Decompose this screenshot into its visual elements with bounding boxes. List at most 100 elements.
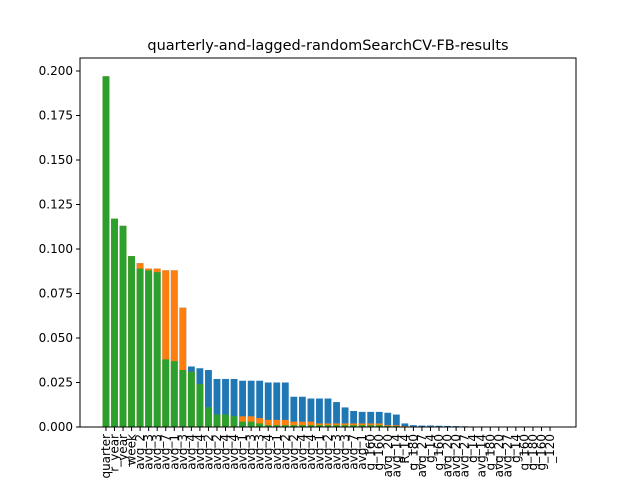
- x-tick-label: avg_2: [201, 434, 215, 470]
- x-tick-label: g_14: [509, 434, 523, 463]
- x-tick-label: avg_2: [278, 434, 292, 470]
- bar: [358, 425, 366, 427]
- bar: [128, 256, 135, 427]
- bar: [119, 225, 127, 427]
- x-tick-label: avg_4: [184, 434, 198, 470]
- bar: [358, 411, 366, 427]
- bar: [307, 425, 315, 427]
- bar: [205, 370, 212, 427]
- bar: [298, 396, 306, 427]
- bar: [264, 425, 272, 427]
- x-tick-label: g_14: [466, 434, 480, 463]
- x-tick-label: avg_3: [244, 434, 258, 470]
- x-tick-label: avg_4: [261, 434, 275, 470]
- y-tick-label: 0.050: [39, 331, 73, 345]
- x-tick-label: g_14: [423, 434, 437, 463]
- bar: [316, 398, 323, 427]
- x-tick-label: g_160: [517, 434, 531, 471]
- bar: [281, 382, 289, 427]
- x-tick-label: avg_3: [338, 434, 352, 470]
- x-tick-label: avg_4: [193, 434, 207, 470]
- x-tick-label: _year: [116, 434, 130, 468]
- bar: [256, 423, 264, 427]
- bar: [298, 421, 306, 427]
- bar: [290, 396, 298, 427]
- x-tick-label: avg_3: [176, 434, 190, 470]
- x-tick-label: avg_1: [167, 434, 181, 470]
- bar: [213, 414, 221, 427]
- x-tick-label: avg_3: [330, 434, 344, 470]
- x-tick-label: avg_2: [287, 434, 301, 470]
- y-tick-label: 0.125: [39, 197, 73, 211]
- bar: [179, 370, 187, 427]
- bar: [162, 359, 170, 427]
- bar: [392, 414, 400, 427]
- x-tick-label: avg_1: [270, 434, 284, 470]
- x-tick-label: avg_1: [312, 434, 326, 470]
- x-tick-label: g_160: [372, 434, 386, 471]
- x-tick-label: quarter: [99, 434, 113, 479]
- bar: [205, 407, 212, 427]
- x-tick-label: avg_3: [142, 434, 156, 470]
- bar: [247, 380, 255, 427]
- bar: [307, 421, 315, 427]
- bar: [111, 218, 118, 427]
- bar: [239, 380, 247, 427]
- x-tick-label: r_year: [108, 434, 122, 472]
- y-tick-label: 0.075: [39, 286, 73, 300]
- x-tick-label: avg_20: [492, 434, 506, 477]
- bar: [273, 382, 281, 427]
- bar: [341, 425, 349, 427]
- y-tick-label: 0.025: [39, 375, 73, 389]
- x-tick-label: avg_7: [347, 434, 361, 470]
- bar: [333, 425, 340, 427]
- bar: [256, 380, 264, 427]
- bar: [435, 425, 443, 427]
- bar: [179, 307, 187, 427]
- x-tick-label: avg_1: [355, 434, 369, 470]
- bar: [196, 384, 204, 427]
- x-tick-label: avg_1: [236, 434, 250, 470]
- x-tick-label: g_160: [364, 434, 378, 471]
- bar: [153, 272, 161, 427]
- bar: [222, 414, 229, 427]
- x-tick-label: avg_27: [415, 434, 429, 477]
- bar: [187, 371, 195, 427]
- x-tick-label: g_180: [526, 434, 540, 471]
- bar: [170, 270, 178, 427]
- bar: [409, 425, 417, 427]
- x-tick-label: avg_27: [458, 434, 472, 477]
- y-tick-label: 0.175: [39, 108, 73, 122]
- x-tick-label: g_160: [534, 434, 548, 471]
- bar: [264, 419, 272, 427]
- bar: [162, 270, 170, 427]
- x-tick-label: avg_20: [441, 434, 455, 477]
- bar: [350, 410, 358, 427]
- bar: [290, 421, 298, 427]
- bar: [324, 425, 332, 427]
- x-tick-label: avg_2: [133, 434, 147, 470]
- x-tick-label: _R_14: [398, 434, 412, 471]
- bar: [290, 425, 298, 427]
- bar: [273, 419, 281, 427]
- x-tick-label: _120: [543, 434, 557, 464]
- bar: [170, 361, 178, 427]
- x-tick-label: avg_3: [253, 434, 267, 470]
- bar: [324, 398, 332, 427]
- chart-title: quarterly-and-lagged-randomSearchCV-FB-r…: [147, 38, 508, 54]
- bar: [222, 378, 229, 427]
- bar: [427, 425, 434, 427]
- x-tick-label: avg_14: [475, 434, 489, 477]
- bar: [298, 425, 306, 427]
- y-tick-label: 0.150: [39, 153, 73, 167]
- x-tick-label: g_180: [483, 434, 497, 471]
- bar: [418, 425, 426, 427]
- y-tick-label: 0.000: [39, 420, 73, 434]
- x-tick-label: g_160: [432, 434, 446, 471]
- bar: [384, 412, 392, 427]
- bar: [213, 378, 221, 427]
- x-tick-label: g_180: [406, 434, 420, 471]
- y-tick-label: 0.100: [39, 242, 73, 256]
- x-tick-label: avg_4: [227, 434, 241, 470]
